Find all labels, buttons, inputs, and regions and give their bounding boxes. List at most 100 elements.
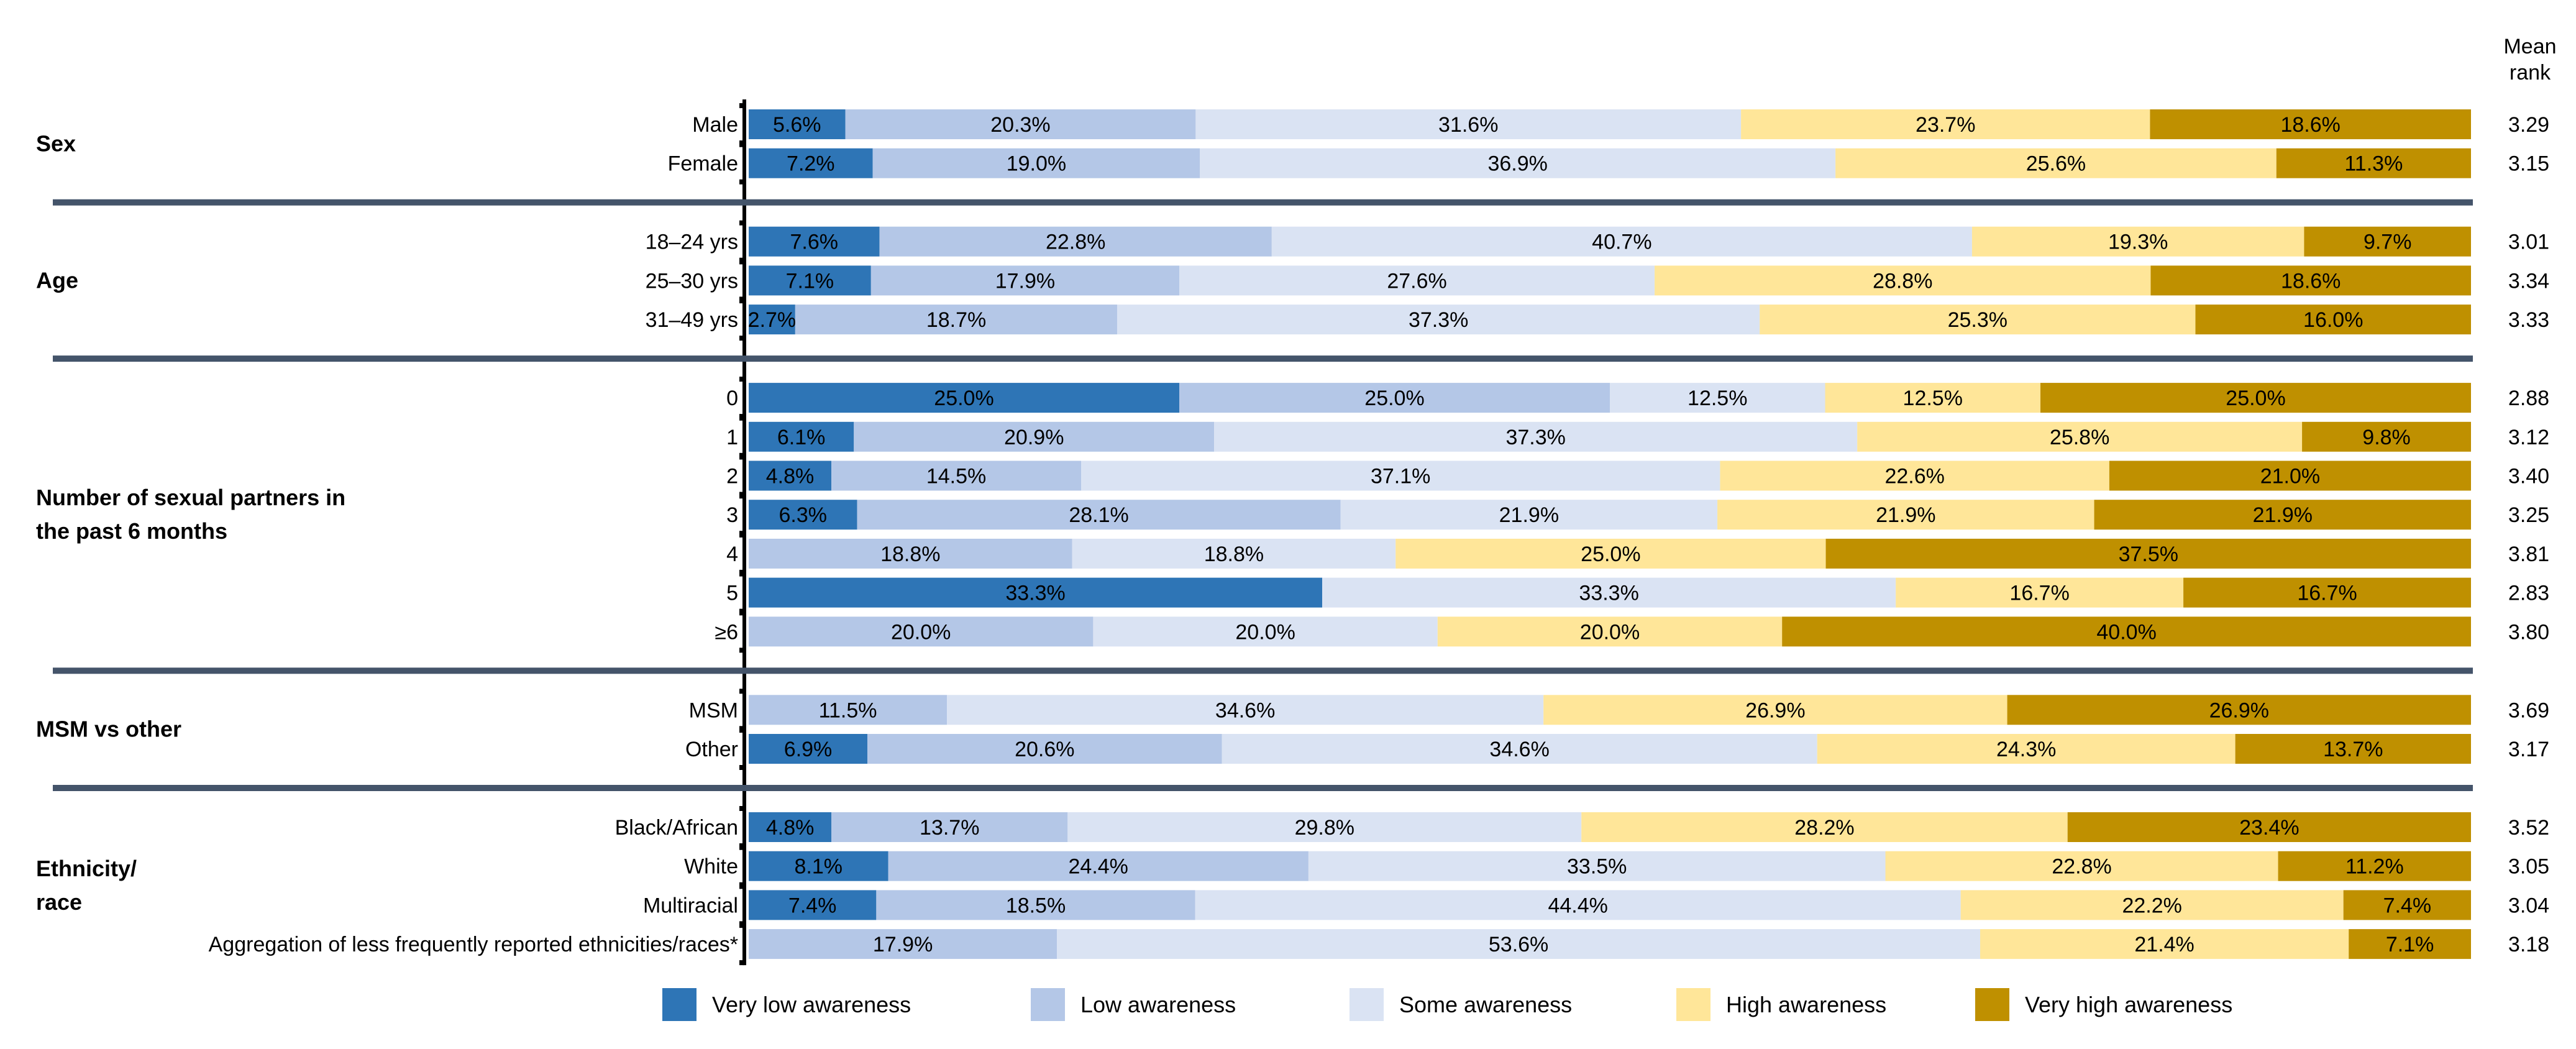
legend-swatch — [1350, 988, 1384, 1021]
bar-segment — [2109, 460, 2471, 491]
legend-item: Very high awareness — [1975, 988, 2232, 1021]
data-label: 29.8% — [1295, 816, 1354, 840]
data-label: 40.7% — [1592, 231, 1651, 254]
data-label: 14.5% — [926, 465, 986, 488]
data-label: 25.6% — [2026, 152, 2086, 176]
axis-tick — [739, 610, 744, 616]
bar-segment — [1195, 109, 1742, 139]
data-label: 25.0% — [1364, 387, 1424, 410]
bar-segment — [1437, 616, 1783, 647]
mean-rank-value: 3.80 — [2508, 620, 2549, 644]
axis-tick — [739, 454, 744, 460]
bar-segment — [2150, 109, 2471, 139]
bar-segment — [1057, 929, 1980, 960]
data-label: 22.6% — [1884, 465, 1944, 488]
bar-segment — [2067, 812, 2471, 842]
bar-segment — [872, 148, 1200, 178]
bar-row: Male 5.6% 20.3% 31.6% 23.7% 18.6% 3.29 — [692, 109, 2549, 139]
data-label: 21.4% — [2134, 933, 2194, 956]
axis-tick — [739, 648, 744, 653]
mean-rank-value: 3.81 — [2508, 543, 2549, 566]
bar-segment — [749, 148, 873, 178]
axis-tick — [739, 220, 744, 226]
row-label: 4 — [726, 543, 738, 566]
axis-tick — [739, 806, 744, 811]
axis-tick — [739, 571, 744, 577]
bar-segment — [1543, 695, 2007, 725]
bar-row: 31–49 yrs 2.7% 18.7% 37.3% 25.3% 16.0% 3.33 — [646, 305, 2549, 335]
data-label: 7.2% — [787, 152, 835, 176]
axis-tick — [739, 415, 744, 421]
axis-tick — [739, 845, 744, 850]
mean-rank-value: 3.29 — [2508, 113, 2549, 137]
bar-segment — [1271, 226, 1972, 257]
data-label: 18.8% — [1204, 543, 1264, 566]
bar-segment — [879, 226, 1272, 257]
data-label: 18.6% — [2281, 269, 2341, 293]
legend-swatch — [1031, 988, 1065, 1021]
group-label: Ethnicity/ — [36, 856, 137, 881]
bar-segment — [1717, 500, 2094, 530]
bar-row: 18–24 yrs 7.6% 22.8% 40.7% 19.3% 9.7% 3.01 — [646, 226, 2549, 257]
bar-segment — [749, 577, 1323, 608]
legend-swatch — [1676, 988, 1710, 1021]
bar-segment — [749, 812, 832, 842]
bar-segment — [1117, 305, 1760, 335]
bar-segment — [749, 734, 868, 764]
bar-segment — [1835, 148, 2277, 178]
group-label: Sex — [36, 131, 76, 156]
bar-segment — [1340, 500, 1718, 530]
bar-segment — [749, 460, 832, 491]
bar-segment — [1214, 421, 1858, 452]
axis-tick — [739, 179, 744, 185]
bar-segment — [1825, 383, 2040, 413]
bar-segment — [1581, 812, 2068, 842]
bar-segment — [795, 305, 1118, 335]
bar-segment — [1817, 734, 2236, 764]
data-label: 6.9% — [784, 738, 833, 761]
row-label: White — [684, 855, 738, 879]
bar-segment — [2235, 734, 2471, 764]
data-label: 18.5% — [1006, 894, 1066, 917]
data-label: 21.9% — [1876, 503, 1935, 527]
data-label: 17.9% — [995, 269, 1055, 293]
data-label: 37.1% — [1371, 465, 1430, 488]
data-label: 22.8% — [1046, 231, 1105, 254]
bar-row: MSM 11.5% 34.6% 26.9% 26.9% 3.69 — [689, 695, 2549, 725]
bar-segment — [1825, 538, 2471, 569]
legend-item: Very low awareness — [662, 988, 911, 1021]
bar-segment — [1308, 851, 1886, 881]
data-label: 19.0% — [1007, 152, 1066, 176]
mean-rank-value: 3.40 — [2508, 465, 2549, 488]
axis-tick — [739, 960, 744, 966]
bar-segment — [870, 265, 1179, 296]
bar-segment — [2304, 226, 2471, 257]
bar-segment — [857, 500, 1341, 530]
bar-row: Aggregation of less frequently reported … — [209, 929, 2549, 960]
mean-rank-value: 3.17 — [2508, 738, 2549, 761]
data-label: 36.9% — [1487, 152, 1547, 176]
group-label: Number of sexual partners in — [36, 485, 345, 510]
legend-item: High awareness — [1676, 988, 1886, 1021]
bar-segment — [749, 890, 877, 920]
bar-segment — [2349, 929, 2471, 960]
bar-row: 0 25.0% 25.0% 12.5% 12.5% 25.0% 2.88 — [726, 383, 2549, 413]
axis-tick — [739, 728, 744, 733]
bar-row: ≥6 20.0% 20.0% 20.0% 40.0% 3.80 — [715, 616, 2549, 647]
data-label: 7.1% — [2386, 933, 2434, 956]
axis-tick — [739, 689, 744, 694]
data-label: 13.7% — [920, 816, 979, 840]
mean-rank-value: 3.01 — [2508, 231, 2549, 254]
row-label: 18–24 yrs — [646, 231, 738, 254]
data-label: 17.9% — [873, 933, 933, 956]
data-label: 25.3% — [1948, 308, 2007, 332]
row-label: 2 — [726, 465, 738, 488]
data-label: 34.6% — [1215, 699, 1275, 722]
bar-segment — [831, 460, 1081, 491]
data-label: 5.6% — [773, 113, 821, 137]
group-separator — [53, 785, 2473, 791]
bar-segment — [845, 109, 1196, 139]
bar-row: Female 7.2% 19.0% 36.9% 25.6% 11.3% 3.15 — [668, 148, 2549, 178]
group-label: MSM vs other — [36, 717, 181, 742]
data-label: 12.5% — [1688, 387, 1747, 410]
